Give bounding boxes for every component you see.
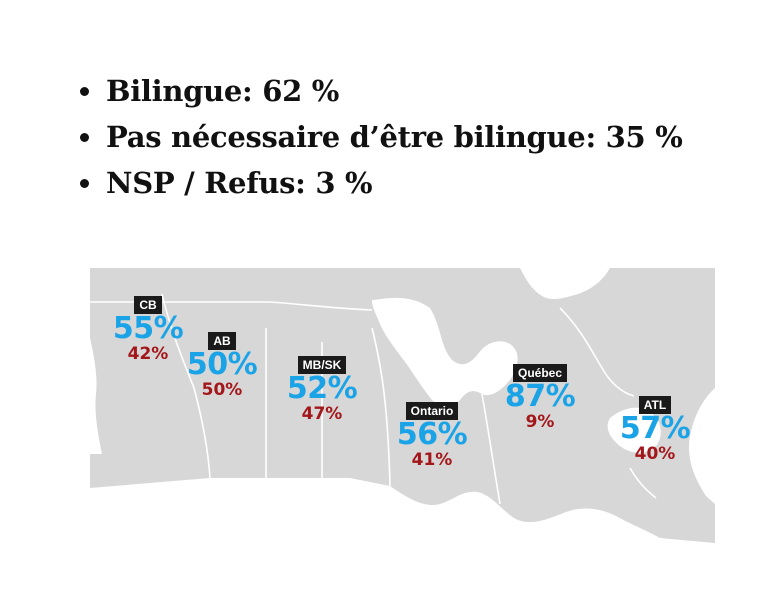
region-bilingual-value: 50%	[186, 347, 258, 382]
region-bilingual-value: 56%	[396, 417, 468, 452]
gulf-st-lawrence	[607, 407, 661, 453]
region-atl: ATL 57% 40%	[610, 394, 700, 464]
summary-item-label: Bilingue: 62 %	[106, 74, 340, 108]
region-cb: CB 55% 42%	[98, 294, 198, 364]
region-bilingual-value: 87%	[504, 379, 576, 414]
canada-map-graphic	[90, 268, 715, 543]
region-ab: AB 50% 50%	[176, 330, 268, 400]
region-quebec: Québec 87% 9%	[490, 362, 590, 432]
region-not-necessary-value: 42%	[127, 344, 169, 364]
region-not-necessary-value: 47%	[301, 404, 343, 424]
region-mb-sk: MB/SK 52% 47%	[272, 354, 372, 424]
canada-map: CB 55% 42% AB 50% 50% MB/SK 52% 47% Onta…	[90, 268, 715, 543]
region-tag: AB	[208, 332, 236, 350]
region-tag: CB	[134, 296, 162, 314]
region-bilingual-value: 52%	[286, 371, 358, 406]
canada-landmass	[90, 268, 715, 543]
ungava-bay	[520, 268, 610, 300]
summary-item-bilingual: Bilingue: 62 %	[74, 68, 682, 114]
region-bilingual-value: 57%	[619, 411, 691, 446]
region-not-necessary-value: 50%	[201, 380, 243, 400]
region-tag: Ontario	[405, 402, 459, 420]
summary-item-not-necessary: Pas nécessaire d’être bilingue: 35 %	[74, 114, 683, 160]
bullet-icon	[80, 133, 89, 142]
region-not-necessary-value: 41%	[411, 450, 453, 470]
bullet-icon	[80, 179, 89, 188]
summary-list: Bilingue: 62 % Pas nécessaire d’être bil…	[74, 68, 683, 206]
summary-item-dont-know: NSP / Refus: 3 %	[74, 160, 682, 206]
region-not-necessary-value: 40%	[634, 444, 676, 464]
region-not-necessary-value: 9%	[525, 412, 555, 432]
region-bilingual-value: 55%	[112, 311, 184, 346]
summary-item-label: Pas nécessaire d’être bilingue: 35 %	[106, 120, 683, 154]
region-tag: Québec	[512, 364, 567, 382]
region-tag: MB/SK	[297, 356, 347, 374]
summary-item-label: NSP / Refus: 3 %	[106, 166, 373, 200]
bullet-icon	[80, 87, 89, 96]
region-ontario: Ontario 56% 41%	[382, 400, 482, 470]
hudson-bay	[372, 297, 518, 406]
atlantic-ocean	[688, 388, 715, 504]
region-tag: ATL	[638, 396, 672, 414]
pacific-ocean	[90, 338, 102, 454]
south-border-area	[90, 478, 715, 543]
